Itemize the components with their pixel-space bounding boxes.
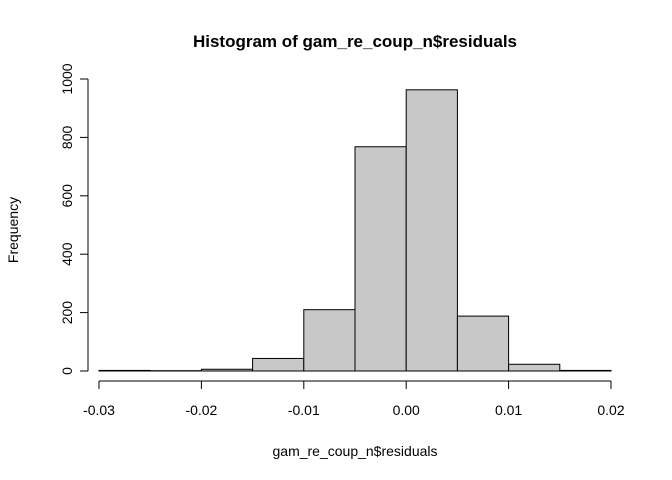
- x-tick-label: -0.03: [83, 402, 115, 418]
- y-axis-label: Frequency: [5, 197, 21, 263]
- chart-title: Histogram of gam_re_coup_n$residuals: [193, 32, 517, 51]
- y-tick-label: 400: [59, 242, 75, 266]
- histogram-bar: [456, 315, 510, 372]
- histogram-bar: [559, 369, 612, 372]
- x-tick-label: 0.02: [597, 402, 624, 418]
- histogram-bar: [303, 309, 356, 372]
- x-tick-label: 0.01: [495, 402, 522, 418]
- histogram-bar: [508, 363, 561, 372]
- y-tick-label: 800: [59, 126, 75, 150]
- y-tick-label: 1000: [59, 63, 75, 94]
- x-tick-label: -0.02: [185, 402, 217, 418]
- histogram-bar: [252, 357, 305, 372]
- histogram-bar: [200, 368, 254, 372]
- y-axis: 0 200 400 600 800 1000: [59, 63, 89, 375]
- x-tick-label: -0.01: [288, 402, 320, 418]
- histogram-bar: [405, 89, 458, 372]
- x-tick-label: 0.00: [393, 402, 420, 418]
- y-tick-label: 0: [59, 367, 75, 375]
- x-axis-label: gam_re_coup_n$residuals: [273, 443, 438, 459]
- x-axis: -0.03 -0.02 -0.01 0.00 0.01 0.02: [83, 380, 625, 418]
- y-tick-label: 600: [59, 184, 75, 208]
- histogram-bar: [354, 146, 407, 372]
- bars-group: [98, 89, 612, 372]
- y-tick-label: 200: [59, 301, 75, 325]
- histogram-bar: [98, 369, 151, 372]
